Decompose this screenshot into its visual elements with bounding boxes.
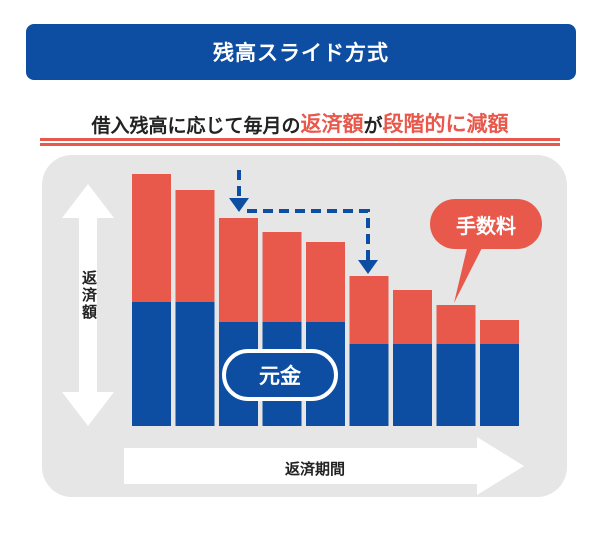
bar-fee-2 <box>175 190 215 302</box>
bar-principal-6 <box>349 344 389 426</box>
dashed-step-arrow <box>237 170 370 262</box>
bar-fee-1 <box>132 174 171 302</box>
bar-principal-1 <box>132 302 171 426</box>
subtitle: 借入残高に応じて毎月の 返済額が段階的に減額 <box>40 98 560 138</box>
vertical-axis-arrow <box>62 184 114 426</box>
horizontal-axis-arrow <box>124 437 524 495</box>
vertical-axis-label: 返済額 <box>80 270 98 321</box>
principal-label: 元金 <box>222 349 338 401</box>
horizontal-axis-label: 返済期間 <box>284 460 345 478</box>
bar-fee-7 <box>393 290 432 344</box>
bar-principal-7 <box>393 344 432 426</box>
subtitle-accent-2: 段階的に減額 <box>382 112 509 136</box>
bar-fee-8 <box>436 305 476 344</box>
principal-label-text: 元金 <box>259 364 301 388</box>
fee-bubble-tail <box>454 244 484 303</box>
subtitle-part-1: 借入残高に応じて毎月の <box>91 115 301 137</box>
fee-bubble: 手数料 <box>430 199 542 249</box>
bar-group <box>132 174 519 426</box>
bar-fee-4 <box>262 232 302 322</box>
page-title: 残高スライド方式 <box>213 41 389 65</box>
fee-bubble-text: 手数料 <box>456 213 516 238</box>
bar-principal-2 <box>175 302 215 426</box>
dashed-arrow-head-left <box>229 198 249 212</box>
bar-fee-3 <box>219 218 258 322</box>
dashed-arrow-head-right <box>358 260 378 274</box>
bar-fee-9 <box>480 320 519 344</box>
subtitle-underline-top <box>40 138 560 141</box>
bar-principal-8 <box>436 344 476 426</box>
title-banner: 残高スライド方式 <box>26 24 576 80</box>
subtitle-accent-1: 返済額 <box>300 112 364 136</box>
subtitle-part-2: が <box>363 115 383 137</box>
bar-fee-6 <box>349 276 389 344</box>
bar-principal-9 <box>480 344 519 426</box>
subtitle-underline-bottom <box>40 143 560 146</box>
bar-fee-5 <box>306 242 345 322</box>
